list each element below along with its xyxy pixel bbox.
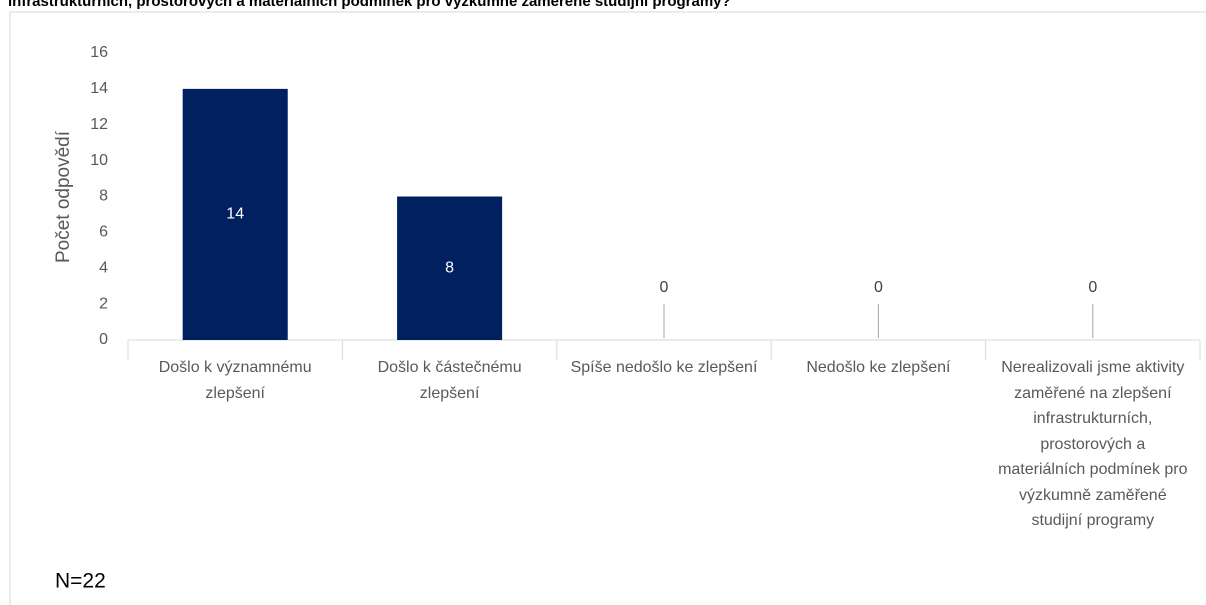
x-tick-label: Spíše nedošlo ke zlepšení <box>570 359 758 376</box>
data-label: 0 <box>1088 279 1097 296</box>
x-tick-label: Nerealizovali jsme aktivity zaměřené na … <box>998 359 1188 529</box>
y-tick-label: 4 <box>99 259 108 276</box>
chart-frame <box>9 11 1206 605</box>
y-tick-label: 12 <box>90 116 108 133</box>
x-tick-label: Došlo k částečnému zlepšení <box>377 359 522 402</box>
data-label: 0 <box>874 279 883 296</box>
y-tick-label: 2 <box>99 295 108 312</box>
annotation: N=22 <box>55 570 106 593</box>
y-tick-label: 10 <box>90 152 108 169</box>
y-tick-label: 16 <box>90 44 108 61</box>
y-tick-label: 14 <box>90 80 108 97</box>
data-label: 0 <box>660 279 669 296</box>
y-axis-label: Počet odpovědí <box>53 130 74 263</box>
data-label: 14 <box>226 206 244 223</box>
bar <box>182 88 288 340</box>
x-tick-label: Nedošlo ke zlepšení <box>806 359 951 376</box>
data-label: 8 <box>445 259 454 276</box>
y-tick-label: 0 <box>99 331 108 348</box>
y-tick-label: 8 <box>99 188 108 205</box>
y-tick-label: 6 <box>99 224 108 241</box>
x-tick-label: Došlo k významnému zlepšení <box>158 359 312 402</box>
bar <box>397 196 503 340</box>
chart-title: infrastrukturních, prostorových a materi… <box>8 0 731 10</box>
